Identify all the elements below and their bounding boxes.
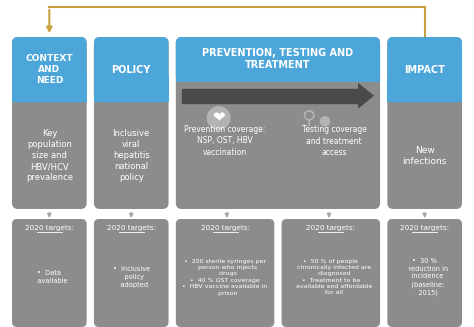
- FancyBboxPatch shape: [94, 219, 169, 327]
- Bar: [176, 64, 380, 82]
- Text: ⚲: ⚲: [301, 109, 316, 128]
- Text: PREVENTION, TESTING AND
TREATMENT: PREVENTION, TESTING AND TREATMENT: [202, 48, 354, 70]
- Text: Key
population
size and
HBV/HCV
prevalence: Key population size and HBV/HCV prevalen…: [26, 129, 73, 182]
- FancyBboxPatch shape: [176, 37, 380, 82]
- Text: •  Data
   available: • Data available: [31, 270, 68, 284]
- Bar: [387, 76, 462, 102]
- Text: New
infections: New infections: [402, 146, 447, 166]
- Text: CONTEXT
AND
NEED: CONTEXT AND NEED: [26, 54, 73, 85]
- FancyBboxPatch shape: [12, 219, 87, 327]
- FancyBboxPatch shape: [94, 37, 169, 209]
- Text: Testing coverage
and treatment
access: Testing coverage and treatment access: [301, 125, 366, 157]
- FancyBboxPatch shape: [176, 219, 274, 327]
- Text: 2020 targets:: 2020 targets:: [201, 225, 250, 231]
- FancyBboxPatch shape: [12, 37, 87, 102]
- FancyBboxPatch shape: [176, 37, 380, 209]
- Text: 2020 targets:: 2020 targets:: [25, 225, 74, 231]
- Text: 2020 targets:: 2020 targets:: [107, 225, 156, 231]
- Polygon shape: [358, 83, 374, 109]
- FancyBboxPatch shape: [387, 37, 462, 102]
- Text: IMPACT: IMPACT: [404, 65, 445, 75]
- Bar: [12, 76, 87, 102]
- Text: ●: ●: [319, 113, 331, 127]
- Text: 2020 targets:: 2020 targets:: [400, 225, 449, 231]
- FancyBboxPatch shape: [282, 219, 380, 327]
- FancyBboxPatch shape: [94, 37, 169, 102]
- Text: Prevention coverage:
NSP, OST, HBV
vaccination: Prevention coverage: NSP, OST, HBV vacci…: [184, 125, 265, 157]
- Bar: [94, 76, 169, 102]
- FancyBboxPatch shape: [12, 37, 87, 209]
- Text: Inclusive
viral
hepatitis
national
policy: Inclusive viral hepatitis national polic…: [113, 129, 150, 182]
- Text: •  30 %
   reduction in
   incidence
   (baseline:
   2015): • 30 % reduction in incidence (baseline:…: [401, 258, 448, 296]
- FancyBboxPatch shape: [387, 219, 462, 327]
- Text: 2020 targets:: 2020 targets:: [306, 225, 356, 231]
- Text: ❤: ❤: [212, 111, 225, 126]
- Circle shape: [207, 106, 231, 130]
- Text: •  50 % of people
   chronically infected are
   diagnosed
•  Treatment to be
  : • 50 % of people chronically infected ar…: [290, 259, 372, 296]
- Text: •  200 sterile syringes per
   person who injects
   drugs
•  40 % OST coverage
: • 200 sterile syringes per person who in…: [182, 259, 268, 296]
- Text: •  Inclusive
   policy
   adopted: • Inclusive policy adopted: [113, 266, 150, 288]
- Text: POLICY: POLICY: [111, 65, 151, 75]
- FancyBboxPatch shape: [387, 37, 462, 209]
